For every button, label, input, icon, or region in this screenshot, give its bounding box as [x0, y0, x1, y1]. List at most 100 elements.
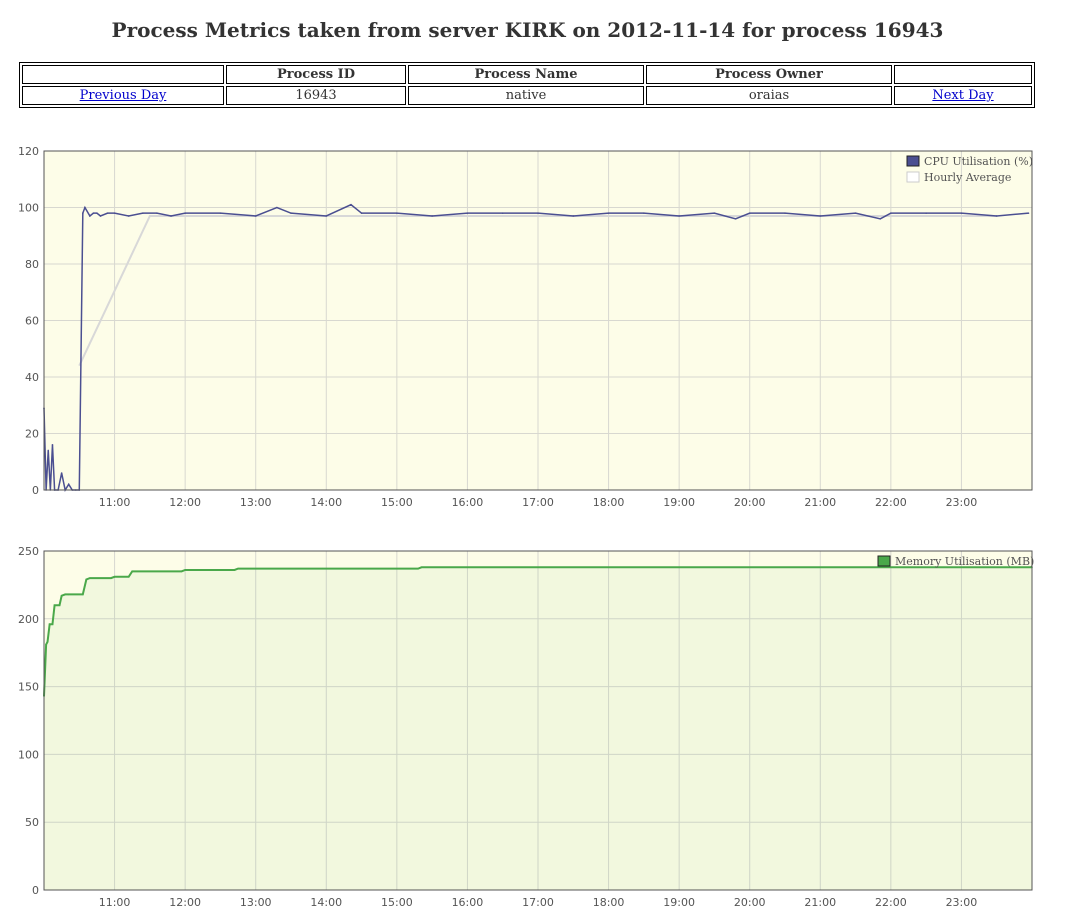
memory-data-point: [180, 570, 183, 573]
x-tick-label: 16:00: [452, 496, 484, 509]
cpu-data-point: [184, 212, 186, 214]
memory-data-point: [325, 567, 328, 570]
process-info-table: Process ID Process Name Process Owner Pr…: [19, 62, 1035, 108]
cpu-data-point: [325, 215, 328, 217]
cpu-data-point: [350, 203, 352, 206]
legend-swatch: [877, 555, 891, 567]
y-tick-label: 200: [18, 613, 39, 626]
x-tick-label: 19:00: [663, 496, 695, 509]
x-tick-label: 12:00: [169, 496, 201, 509]
memory-data-point: [321, 567, 324, 570]
cpu-data-point: [854, 212, 857, 214]
y-tick-label: 0: [32, 884, 39, 897]
x-tick-label: 22:00: [875, 896, 907, 909]
memory-data-point: [60, 594, 63, 597]
legend-item: CPU Utilisation (%): [906, 155, 1033, 168]
memory-data-point: [89, 577, 91, 579]
cpu-data-point: [466, 212, 469, 214]
y-tick-label: 100: [18, 202, 39, 215]
cpu-data-point: [127, 215, 130, 217]
memory-data-point: [184, 569, 186, 571]
table-row: Previous Day 16943 native oraias Next Da…: [22, 86, 1032, 105]
memory-utilisation-chart: 0 50 100 150 200 250 11:00 12:00 13:00 14:00 15:00…: [18, 545, 1034, 909]
y-tick-label: 20: [25, 428, 39, 441]
header-process-name: Process Name: [408, 65, 644, 84]
table-header-row: Process ID Process Name Process Owner: [22, 65, 1032, 84]
previous-day-link[interactable]: Previous Day: [79, 88, 167, 103]
header-process-id: Process ID: [226, 65, 406, 84]
cpu-data-point: [748, 212, 751, 214]
legend-label: Memory Utilisation (MB): [895, 555, 1034, 568]
cpu-data-point: [607, 212, 610, 214]
x-tick-label: 16:00: [452, 896, 484, 909]
memory-data-point: [48, 623, 51, 626]
cpu-data-point: [678, 215, 680, 217]
x-tick-label: 13:00: [240, 896, 272, 909]
x-tick-label: 13:00: [240, 496, 272, 509]
cpu-data-point: [784, 212, 786, 214]
next-day-link[interactable]: Next Day: [932, 88, 994, 103]
memory-data-point: [51, 623, 54, 626]
y-tick-label: 120: [18, 145, 39, 158]
cpu-utilisation-line: [43, 203, 1029, 492]
memory-data-point: [85, 578, 88, 581]
cpu-data-point: [89, 215, 91, 217]
y-tick-label: 250: [18, 545, 39, 558]
header-empty-left: [22, 65, 224, 84]
x-tick-label: 20:00: [734, 496, 766, 509]
x-tick-label: 21:00: [804, 496, 836, 509]
x-tick-label: 11:00: [99, 496, 131, 509]
y-tick-label: 80: [25, 258, 39, 271]
next-day-cell: Next Day: [894, 86, 1032, 105]
x-tick-label: 15:00: [381, 896, 413, 909]
cpu-data-point: [276, 206, 278, 209]
memory-data-point: [233, 569, 236, 571]
cpu-data-point: [890, 212, 892, 214]
memory-data-point: [110, 577, 112, 579]
memory-data-point: [890, 566, 892, 569]
memory-data-point: [237, 567, 239, 570]
cpu-data-point: [142, 212, 144, 214]
x-tick-label: 23:00: [946, 496, 978, 509]
cpu-data-point: [572, 215, 575, 217]
memory-area: [44, 567, 1032, 890]
x-tick-label: 17:00: [522, 496, 554, 509]
cpu-data-point: [84, 206, 86, 209]
cpu-data-point: [643, 212, 645, 214]
memory-data-point: [67, 593, 70, 596]
plot-frame: [43, 550, 1033, 891]
cpu-data-point: [219, 212, 222, 214]
x-tick-label: 20:00: [734, 896, 766, 909]
y-tick-label: 50: [25, 816, 39, 829]
legend-swatch: [906, 155, 920, 167]
cpu-data-point: [501, 212, 504, 214]
memory-data-point: [420, 566, 423, 569]
y-tick-label: 0: [32, 484, 39, 497]
memory-data-point: [417, 567, 419, 570]
cpu-utilisation-chart: 0 20 40 60 80 100 120 11:00 12:00 13:00 14:00 15:00…: [18, 145, 1033, 509]
x-tick-label: 12:00: [169, 896, 201, 909]
cpu-data-point: [431, 215, 433, 217]
cpu-data-point: [396, 212, 398, 214]
cpu-data-point: [734, 218, 737, 220]
x-tick-label: 22:00: [875, 496, 907, 509]
cpu-data-point: [995, 215, 998, 217]
x-tick-label: 23:00: [946, 896, 978, 909]
header-process-owner: Process Owner: [646, 65, 892, 84]
memory-data-point: [46, 641, 49, 643]
legend-item: Memory Utilisation (MB): [877, 555, 1034, 568]
cpu-data-point: [290, 212, 292, 214]
x-tick-label: 21:00: [804, 896, 836, 909]
process-name-value: native: [408, 86, 644, 105]
memory-data-point: [82, 593, 84, 596]
memory-data-point: [127, 575, 130, 578]
process-id-value: 16943: [226, 86, 406, 105]
x-tick-label: 14:00: [310, 496, 342, 509]
y-tick-label: 150: [18, 681, 39, 694]
x-tick-label: 18:00: [593, 496, 625, 509]
cpu-data-point: [879, 218, 882, 220]
x-tick-label: 18:00: [593, 896, 625, 909]
memory-data-point: [64, 593, 66, 596]
cpu-data-point: [1027, 212, 1030, 214]
cpu-data-point: [925, 212, 927, 214]
